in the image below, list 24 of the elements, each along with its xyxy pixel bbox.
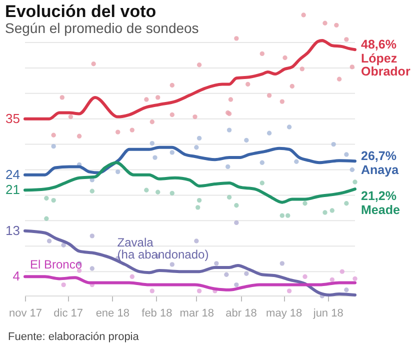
chart-subtitle: Según el promedio de sondeos	[5, 20, 199, 36]
data-label: 24	[6, 166, 20, 182]
data-label: 35	[6, 110, 20, 126]
series-label: Zavala (ha abandonado)	[117, 235, 209, 262]
data-label: 4	[12, 268, 20, 284]
x-tick-label: dic 17	[54, 308, 84, 320]
x-tick-label: abr 18	[226, 308, 257, 320]
x-tick-label: nov 17	[8, 308, 42, 320]
x-tick-label: feb 18	[142, 308, 172, 320]
chart-title: Evolución del voto	[5, 2, 156, 21]
series-label: Meade	[361, 203, 400, 218]
data-label: 13	[6, 222, 20, 238]
data-label: 26,7%	[361, 149, 396, 164]
data-label: 48,6%	[361, 38, 396, 52]
series-label: El Bronco	[30, 258, 82, 272]
data-label: 21,2%	[361, 189, 396, 204]
series-label: López Obrador	[361, 52, 410, 79]
data-label: 21	[6, 182, 20, 198]
series-label: Anaya	[361, 163, 400, 178]
source-note: Fuente: elaboración propia	[8, 331, 140, 343]
x-tick-label: mar 18	[180, 308, 214, 320]
x-tick-label: jun 18	[312, 308, 344, 320]
x-tick-label: ene 18	[96, 308, 130, 320]
x-tick-label: may 18	[266, 308, 302, 320]
